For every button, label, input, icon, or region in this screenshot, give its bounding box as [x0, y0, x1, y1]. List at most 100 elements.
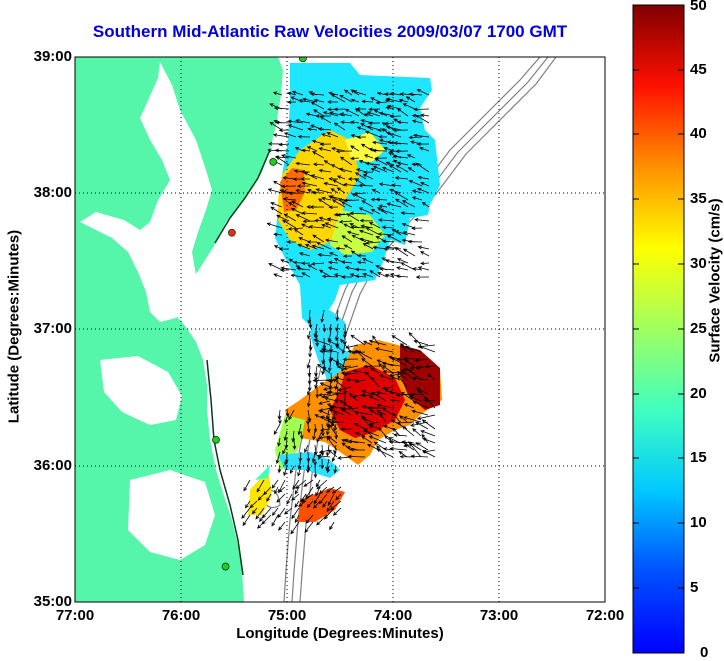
velocity-arrow	[354, 379, 366, 384]
velocity-arrow	[306, 386, 311, 396]
velocity-arrow	[305, 486, 314, 499]
velocity-arrow	[354, 274, 367, 279]
velocity-arrow	[370, 376, 380, 388]
velocity-arrow	[318, 269, 332, 278]
velocity-arrow	[301, 181, 318, 187]
velocity-arrow	[343, 182, 360, 187]
velocity-arrow	[409, 140, 423, 145]
velocity-arrow	[335, 344, 345, 353]
velocity-arrow	[326, 465, 331, 474]
velocity-arrow	[315, 114, 331, 118]
velocity-arrow	[420, 113, 430, 118]
velocity-arrow	[324, 396, 338, 402]
velocity-arrow	[408, 135, 423, 140]
velocity-arrow	[348, 439, 366, 444]
velocity-arrow	[323, 181, 339, 187]
x-axis-label: Longitude (Degrees:Minutes)	[236, 625, 444, 642]
velocity-arrow	[371, 188, 381, 194]
velocity-arrow	[308, 225, 325, 229]
velocity-arrow	[326, 423, 330, 436]
velocity-arrow	[332, 378, 345, 388]
velocity-arrow	[270, 202, 283, 208]
velocity-arrow	[317, 198, 332, 208]
velocity-arrow	[381, 239, 395, 244]
velocity-arrow	[417, 266, 430, 271]
velocity-arrow	[331, 451, 337, 463]
velocity-arrow	[290, 208, 304, 215]
velocity-arrow	[382, 369, 401, 374]
velocity-arrow	[266, 222, 283, 229]
velocity-arrow	[316, 242, 332, 250]
velocity-arrow	[297, 243, 311, 250]
radar-sites	[212, 57, 307, 571]
velocity-arrow	[301, 223, 311, 229]
velocity-arrow	[297, 458, 302, 470]
velocity-arrow	[313, 465, 318, 479]
velocity-arrow	[342, 372, 359, 377]
velocity-arrow	[309, 205, 325, 209]
velocity-arrow	[420, 261, 430, 266]
velocity-arrow	[350, 334, 366, 346]
velocity-arrow	[392, 427, 401, 437]
velocity-arrow	[359, 218, 374, 223]
velocity-arrow	[324, 222, 339, 229]
velocity-arrow	[365, 371, 373, 381]
velocity-arrow	[293, 228, 304, 236]
velocity-arrow	[377, 232, 395, 237]
velocity-arrow	[421, 201, 430, 208]
velocity-arrow	[363, 170, 374, 175]
velocity-arrow	[332, 507, 342, 516]
velocity-arrow	[413, 339, 429, 346]
velocity-arrow	[402, 248, 416, 257]
velocity-arrow	[311, 451, 316, 464]
velocity-arrow	[385, 131, 402, 138]
y-tick-label: 38:00	[33, 184, 72, 201]
velocity-arrow	[313, 493, 321, 505]
velocity-arrow	[401, 440, 415, 444]
velocity-arrow	[338, 219, 353, 224]
plot-frame	[74, 56, 606, 603]
velocity-arrow	[266, 493, 272, 502]
velocity-arrow	[370, 197, 381, 202]
velocity-arrow	[289, 465, 295, 475]
velocity-arrow	[273, 423, 281, 435]
velocity-arrow	[287, 91, 297, 96]
velocity-arrow	[317, 252, 332, 257]
velocity-arrow	[412, 267, 423, 271]
velocity-arrow	[339, 408, 352, 416]
velocity-arrow	[318, 400, 331, 405]
velocity-arrow	[379, 208, 395, 215]
velocity-arrow	[340, 338, 352, 353]
velocity-arrow	[404, 359, 415, 367]
velocity-arrow	[401, 222, 416, 229]
velocity-arrow	[316, 430, 323, 443]
velocity-arrow	[349, 211, 367, 216]
velocity-arrow	[257, 521, 265, 529]
velocity-arrow	[343, 323, 348, 336]
velocity-arrow	[328, 205, 339, 210]
velocity-arrow	[389, 446, 408, 451]
velocity-arrow	[419, 182, 430, 187]
velocity-arrow	[284, 458, 288, 466]
velocity-arrow	[364, 130, 381, 138]
x-tick-label: 73:00	[479, 607, 519, 624]
colorbar-tick-label: 15	[690, 449, 707, 466]
velocity-arrow	[283, 430, 288, 442]
velocity-arrow	[361, 258, 374, 264]
velocity-arrow	[336, 175, 346, 180]
velocity-arrow	[358, 183, 374, 188]
velocity-arrow	[342, 357, 359, 362]
velocity-arrow	[341, 344, 346, 355]
velocity-arrow	[290, 521, 300, 535]
velocity-arrow	[386, 202, 402, 208]
velocity-arrow	[400, 262, 416, 271]
velocity-arrow	[354, 267, 367, 272]
velocity-arrow	[397, 374, 408, 388]
velocity-arrows	[241, 89, 436, 535]
velocity-arrow	[375, 197, 388, 202]
velocity-arrow	[299, 430, 304, 440]
velocity-arrow	[369, 409, 380, 416]
velocity-arrow	[315, 479, 321, 488]
velocity-arrow	[420, 430, 436, 437]
x-tick-label: 72:00	[585, 607, 625, 624]
